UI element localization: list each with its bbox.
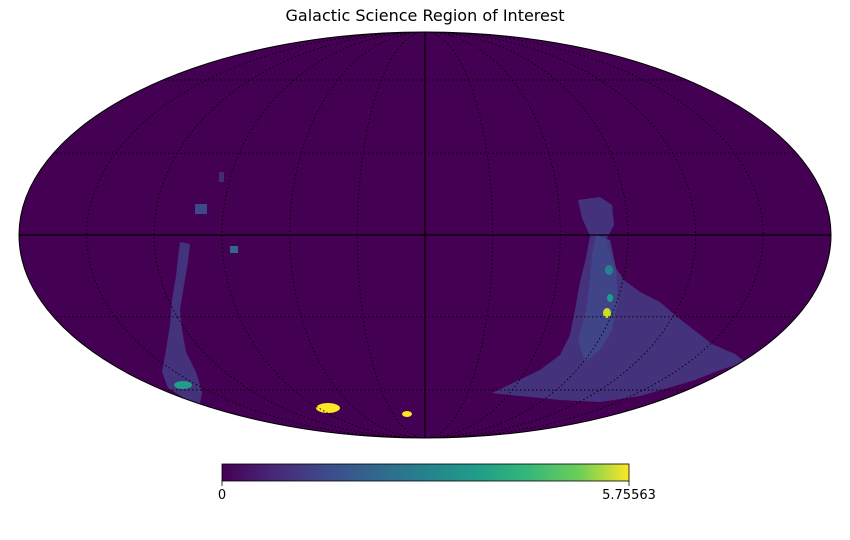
patch-teal-right-2 [607,294,613,302]
patch-small-3 [219,172,224,182]
patch-teal-right-1 [605,265,613,275]
map-outline [18,31,832,439]
patch-teal-left [174,381,192,389]
patch-small-2 [230,246,238,253]
region-southern-plane-right [492,197,745,402]
region-southern-plane-left [162,242,202,404]
data-regions [162,172,745,417]
patch-bright-right [603,308,611,318]
colorbar-min-label: 0 [217,488,227,503]
patch-small-1 [195,204,207,214]
colorbar [221,463,630,482]
patch-bright-lower-center [402,411,412,417]
colorbar-max-label: 5.75563 [602,488,656,503]
patch-bright-lower-left [316,403,340,413]
chart-title: Galactic Science Region of Interest [285,6,565,25]
